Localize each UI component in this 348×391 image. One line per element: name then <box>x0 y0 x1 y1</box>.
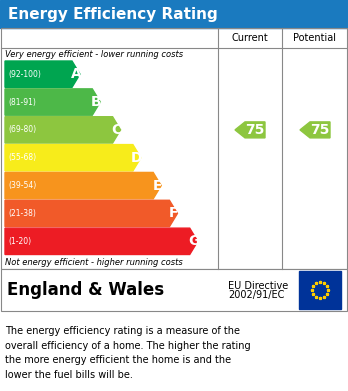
Text: England & Wales: England & Wales <box>7 281 164 299</box>
Polygon shape <box>300 122 330 138</box>
Text: Potential: Potential <box>293 33 337 43</box>
Text: C: C <box>111 123 122 137</box>
Bar <box>1 28 347 269</box>
Text: (21-38): (21-38) <box>8 209 36 218</box>
Text: (39-54): (39-54) <box>8 181 36 190</box>
Text: 75: 75 <box>245 123 265 137</box>
Bar <box>0 0 348 28</box>
Text: EU Directive: EU Directive <box>228 281 288 291</box>
Polygon shape <box>5 89 100 115</box>
Text: The energy efficiency rating is a measure of the
overall efficiency of a home. T: The energy efficiency rating is a measur… <box>5 326 251 380</box>
Polygon shape <box>5 117 121 143</box>
Bar <box>299 271 341 309</box>
Text: 75: 75 <box>310 123 330 137</box>
Polygon shape <box>5 61 80 87</box>
Text: 2002/91/EC: 2002/91/EC <box>228 290 284 300</box>
Text: A: A <box>71 67 81 81</box>
Text: (92-100): (92-100) <box>8 70 41 79</box>
Text: (55-68): (55-68) <box>8 153 36 162</box>
Text: D: D <box>131 151 143 165</box>
Bar <box>1 269 347 311</box>
Text: Energy Efficiency Rating: Energy Efficiency Rating <box>8 7 218 22</box>
Text: Very energy efficient - lower running costs: Very energy efficient - lower running co… <box>5 50 183 59</box>
Text: F: F <box>169 206 178 221</box>
Text: (1-20): (1-20) <box>8 237 31 246</box>
Text: G: G <box>188 234 199 248</box>
Text: (81-91): (81-91) <box>8 97 36 106</box>
Polygon shape <box>235 122 265 138</box>
Polygon shape <box>5 228 198 255</box>
Text: (69-80): (69-80) <box>8 126 36 135</box>
Polygon shape <box>5 200 177 227</box>
Polygon shape <box>5 172 161 199</box>
Text: Current: Current <box>232 33 268 43</box>
Text: E: E <box>152 179 162 193</box>
Polygon shape <box>5 145 141 171</box>
Text: B: B <box>91 95 102 109</box>
Text: Not energy efficient - higher running costs: Not energy efficient - higher running co… <box>5 258 183 267</box>
